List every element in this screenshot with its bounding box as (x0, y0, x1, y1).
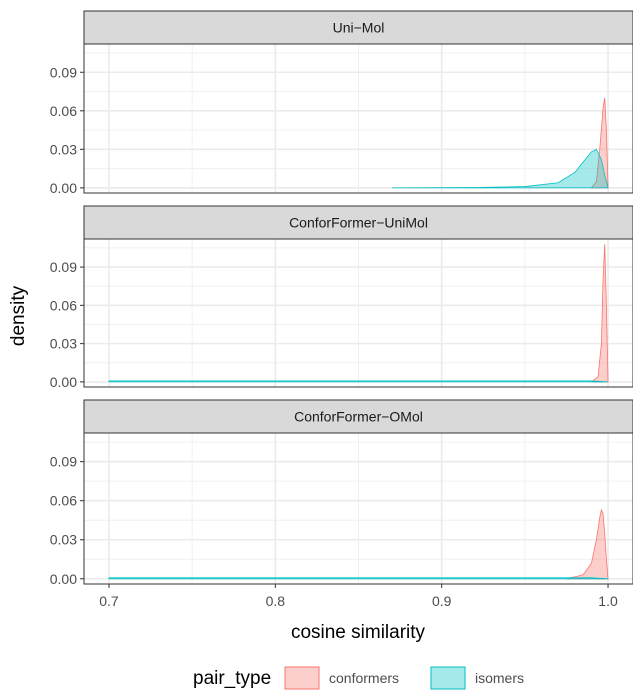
y-axis-title: density (8, 285, 29, 346)
y-tick-label: 0.09 (50, 454, 77, 470)
density-area-conformers (590, 97, 609, 189)
facet-strip-label: Uni−Mol (333, 20, 385, 36)
y-tick-label: 0.00 (50, 180, 77, 196)
density-area-isomers (108, 380, 609, 383)
legend-label: isomers (475, 670, 524, 686)
y-tick-label: 0.06 (50, 103, 77, 119)
y-tick-label: 0.03 (50, 141, 77, 157)
x-tick-label: 0.9 (432, 593, 452, 609)
y-tick-label: 0.03 (50, 532, 77, 548)
facet-strip-label: ConforFormer−OMol (294, 409, 423, 425)
y-tick-label: 0.03 (50, 336, 77, 352)
facet-strip-label: ConforFormer−UniMol (289, 215, 428, 231)
density-area-isomers (108, 577, 609, 580)
facet-panels: Uni−Mol0.000.030.060.09ConforFormer−UniM… (50, 10, 633, 609)
facet-panel: Uni−Mol 0.00 0.03 0.06 0.09 (50, 10, 633, 196)
y-tick-label: 0.09 (50, 64, 77, 80)
density-area-isomers (391, 148, 609, 189)
y-tick-label: 0.06 (50, 297, 77, 313)
legend-key-conformers (284, 666, 320, 690)
legend-label: conformers (329, 670, 399, 686)
density-area-conformers (566, 508, 609, 580)
y-tick-label: 0.06 (50, 493, 77, 509)
facet-strip (83, 10, 633, 45)
legend: pair_type conformers isomers (193, 666, 524, 690)
panel-border (83, 238, 633, 388)
panel-border (83, 43, 633, 194)
facet-panel: ConforFormer−OMol 0.00 0.03 0.06 0.09 0.7 0.8 0… (50, 399, 633, 609)
facet-strip (83, 399, 633, 434)
x-tick-label: 1.0 (598, 593, 618, 609)
y-tick-label: 0.09 (50, 259, 77, 275)
legend-title: pair_type (193, 668, 271, 689)
density-area-conformers (590, 244, 609, 383)
y-tick-label: 0.00 (50, 374, 77, 390)
x-axis-title: cosine similarity (291, 622, 426, 643)
legend-key-isomers (430, 666, 466, 690)
facet-strip (83, 205, 633, 240)
facet-panel: ConforFormer−UniMol 0.00 0.03 0.06 0.09 (50, 205, 633, 390)
x-tick-label: 0.7 (99, 593, 119, 609)
x-tick-label: 0.8 (266, 593, 286, 609)
y-tick-label: 0.00 (50, 571, 77, 587)
panel-border (83, 432, 633, 585)
